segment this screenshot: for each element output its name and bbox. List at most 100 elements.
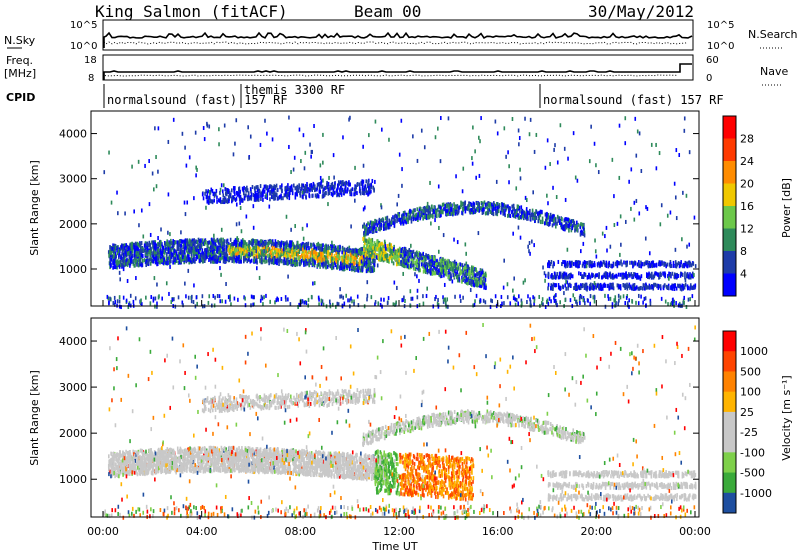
echo-cell [295, 246, 298, 251]
echo-cell [461, 201, 464, 206]
echo-cell [408, 247, 411, 252]
echo-cell [471, 279, 474, 284]
echo-cell [196, 255, 199, 260]
echo-cell [658, 275, 660, 280]
echo-cell [365, 260, 368, 265]
echo-cell [458, 272, 461, 277]
echo-cell [349, 189, 351, 194]
echo-cell [407, 265, 410, 270]
echo-cell [334, 190, 336, 195]
echo-cell [112, 265, 114, 270]
echo-cell [374, 258, 376, 263]
echo-cell [404, 219, 406, 224]
echo-cell [439, 258, 442, 263]
echo-cell [565, 217, 568, 222]
echo-cell [222, 246, 224, 251]
echo-cell [524, 213, 527, 218]
echo-cell [213, 237, 215, 242]
echo-cell [187, 257, 190, 262]
echo-cell [342, 266, 345, 271]
echo-cell [242, 190, 245, 195]
echo-cell [309, 257, 312, 262]
echo-cell [387, 258, 389, 263]
echo-cell [318, 260, 320, 265]
echo-cell [455, 205, 457, 210]
echo-cell [689, 275, 692, 280]
echo-cell [173, 250, 176, 255]
echo-cell [488, 202, 490, 207]
echo-cell [160, 258, 163, 263]
echo-cell [234, 197, 237, 202]
echo-cell [216, 195, 218, 200]
echo-cell [257, 197, 260, 202]
echo-cell [520, 205, 523, 210]
echo-cell [388, 225, 391, 230]
echo-cell [428, 214, 431, 219]
echo-cell [165, 241, 167, 246]
echo-cell [469, 270, 471, 275]
echo-cell [550, 283, 553, 288]
echo-cell [225, 248, 228, 253]
echo-cell [363, 191, 366, 196]
echo-cell [401, 263, 404, 268]
echo-cell [154, 240, 157, 245]
echo-cell [226, 238, 229, 243]
echo-cell [146, 250, 148, 255]
echo-cell [144, 247, 147, 252]
echo-cell [253, 186, 256, 191]
echo-cell [179, 250, 182, 255]
nsky-frame [102, 19, 694, 51]
echo-cell [457, 278, 459, 283]
echo-cell [494, 206, 496, 211]
echo-cell [351, 250, 353, 255]
echo-cell [286, 240, 288, 245]
echo-cell [509, 206, 511, 211]
echo-cell [306, 189, 308, 194]
echo-cell [495, 204, 497, 209]
echo-cell [343, 181, 346, 186]
echo-cell [376, 246, 379, 251]
echo-cell [378, 227, 380, 232]
echo-cell [326, 259, 328, 264]
echo-cell [614, 274, 616, 279]
echo-cell [307, 188, 309, 193]
echo-cell [391, 259, 393, 264]
echo-cell [282, 259, 284, 264]
echo-cell [578, 271, 580, 276]
echo-cell [336, 187, 338, 192]
echo-cell [370, 261, 372, 266]
echo-cell [215, 259, 218, 264]
echo-cell [446, 261, 449, 266]
echo-cell [339, 265, 341, 270]
echo-cell [157, 248, 160, 253]
echo-cell [338, 252, 340, 257]
echo-cell [256, 254, 259, 259]
echo-cell [301, 183, 303, 188]
echo-cell [370, 184, 373, 189]
echo-cell [277, 248, 279, 253]
echo-cell [319, 262, 321, 267]
echo-cell [340, 180, 343, 185]
echo-cell [557, 259, 560, 264]
echo-cell [689, 283, 692, 288]
echo-cell [480, 271, 483, 276]
echo-cell [140, 253, 143, 258]
echo-cell [370, 241, 373, 246]
echo-cell [367, 263, 369, 268]
echo-cell [212, 192, 215, 197]
echo-cell [550, 285, 552, 290]
echo-cell [255, 194, 257, 199]
echo-cell [380, 251, 383, 256]
echo-cell [317, 182, 320, 187]
echo-cell [319, 251, 321, 256]
echo-cell [245, 242, 248, 247]
echo-cell [313, 184, 316, 189]
echo-cell [350, 257, 353, 262]
echo-cell [595, 285, 598, 290]
echo-cell [249, 187, 252, 192]
echo-cell [355, 263, 358, 268]
echo-cell [385, 254, 388, 259]
echo-cell [163, 249, 166, 254]
echo-cell [320, 247, 323, 252]
echo-cell [567, 217, 570, 222]
